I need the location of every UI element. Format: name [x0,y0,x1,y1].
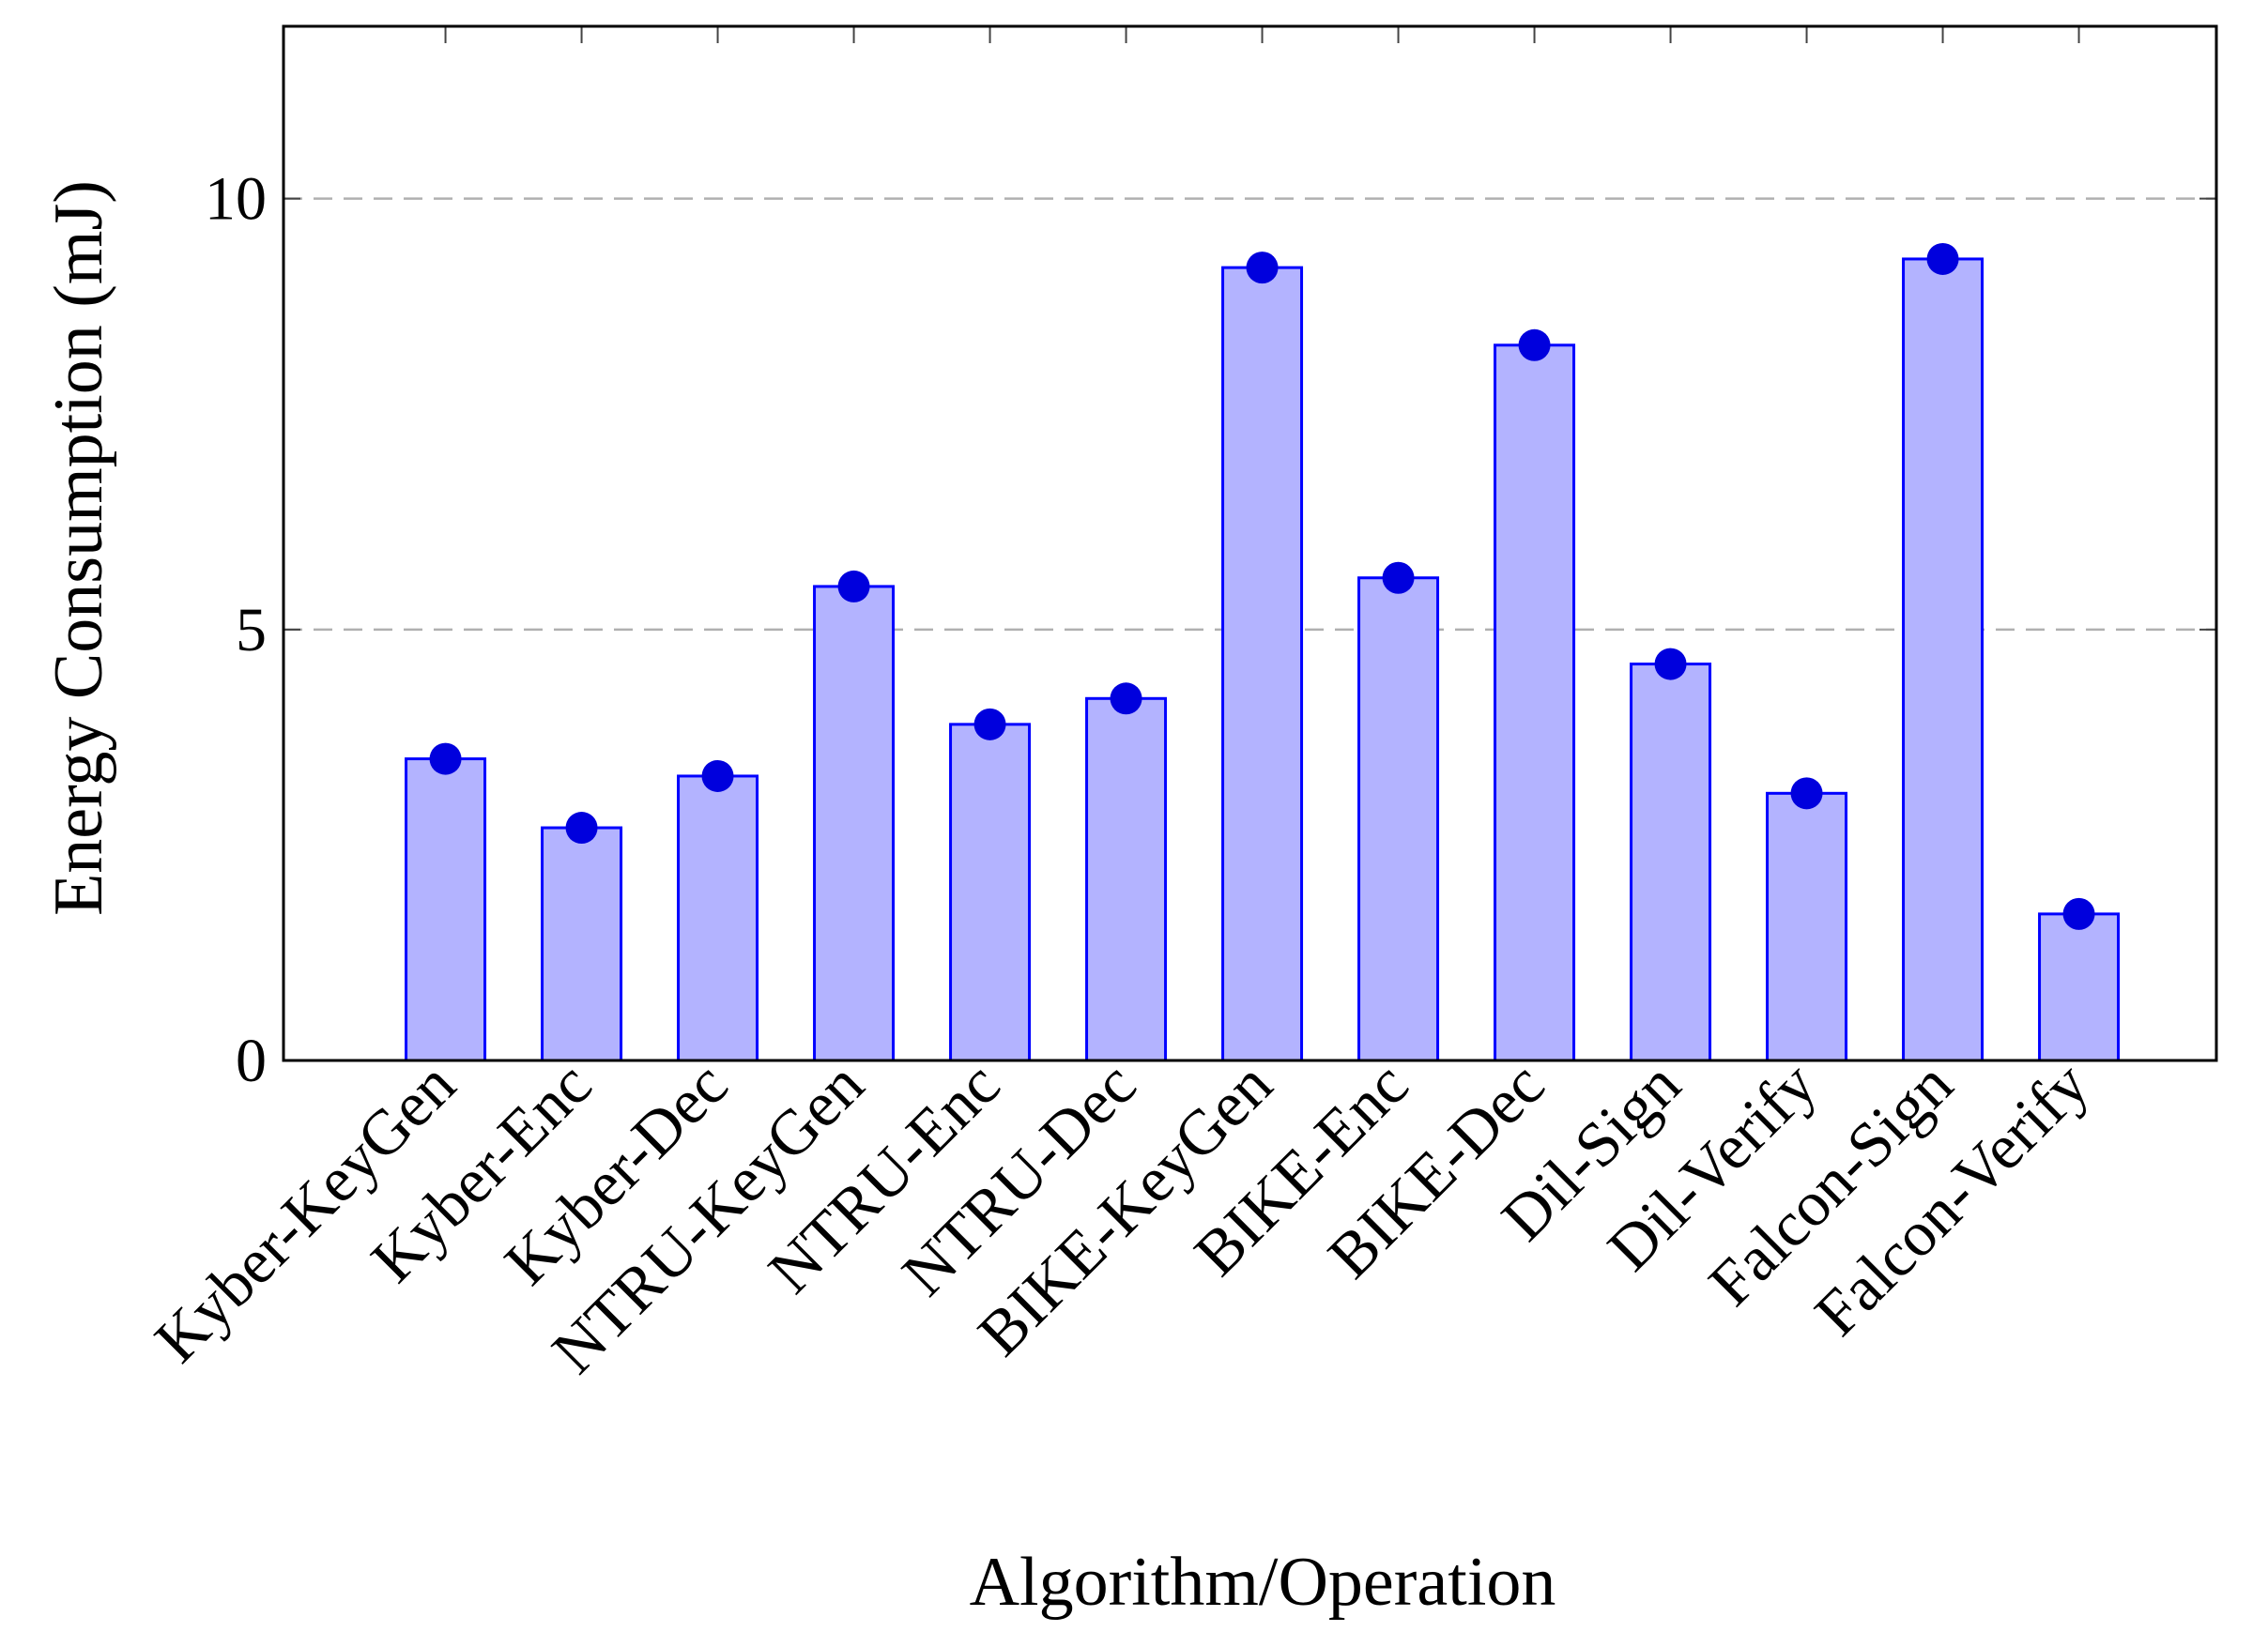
point-marker [837,570,870,602]
bar [405,757,487,1062]
bar [1494,343,1576,1062]
point-marker [1246,252,1279,284]
bar [541,826,623,1062]
bar [2038,912,2121,1062]
bar [949,723,1032,1062]
point-marker [1110,682,1142,715]
y-tick-label: 10 [205,165,267,234]
point-marker [1382,561,1415,594]
bar [1766,791,1848,1062]
point-marker [429,742,462,775]
y-axis-label: Energy Consumption (mJ) [40,180,117,916]
bar [1085,696,1168,1062]
point-marker [1790,777,1823,810]
bar [1357,576,1440,1062]
y-tick-label: 0 [236,1027,267,1095]
plot-frame [282,24,2218,1062]
y-tick-label: 5 [236,596,267,664]
point-marker [1654,648,1687,680]
bar [1221,266,1304,1062]
point-marker [565,812,598,845]
bar [813,585,896,1062]
point-marker [1926,242,1959,275]
bar [677,774,759,1062]
point-marker [2062,897,2095,930]
x-axis-label: Algorithm/Operation [970,1544,1556,1621]
point-marker [973,708,1006,740]
point-marker [701,759,734,792]
bar [1902,257,1984,1062]
point-marker [1518,328,1551,361]
bar [1630,663,1712,1062]
